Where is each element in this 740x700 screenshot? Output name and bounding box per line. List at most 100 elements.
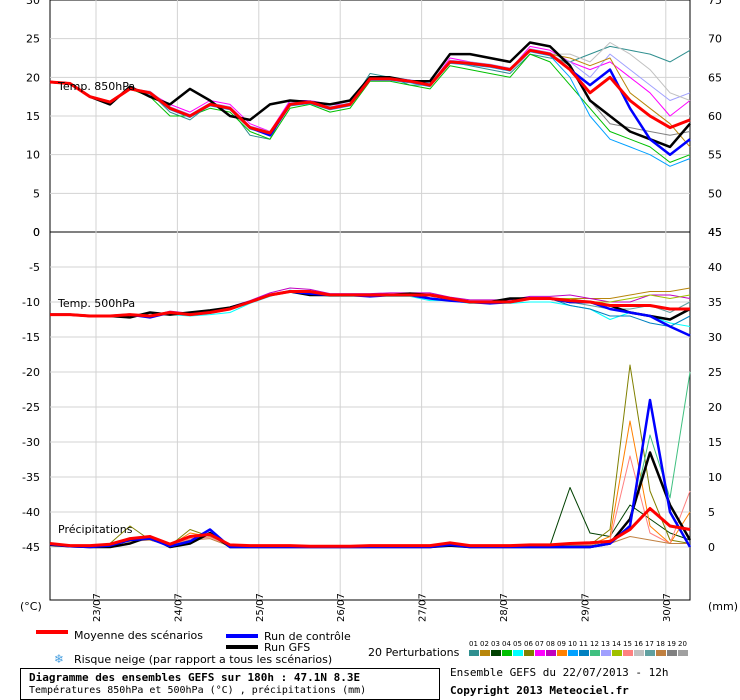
perturbation-number: 03 (491, 640, 500, 648)
legend-gfs-swatch (226, 645, 258, 649)
date-tick-label: 30/07 (662, 593, 673, 622)
mid-left-tick: -15 (22, 331, 40, 344)
perturbation-line (49, 420, 691, 547)
perturbation-number: 04 (502, 640, 511, 648)
perturbation-number: 15 (623, 640, 632, 648)
perturbation-number: 13 (601, 640, 610, 648)
top-right-tick: 55 (708, 149, 722, 162)
footer-title-box: Diagramme des ensembles GEFS sur 180h : … (20, 668, 440, 700)
footer-subtitle: Températures 850hPa et 500hPa (°C) , pré… (29, 685, 367, 696)
mid-right-tick: 40 (708, 261, 722, 274)
ensemble-mean-line (49, 507, 691, 548)
mid-left-tick: -30 (22, 436, 40, 449)
perturbation-swatch (491, 650, 501, 656)
label-temp-500: Temp. 500hPa (57, 297, 135, 310)
date-tick-label: 27/07 (418, 593, 429, 622)
mid-left-tick: -20 (22, 366, 40, 379)
perturbation-line (49, 371, 691, 547)
top-left-tick: 20 (26, 71, 40, 84)
mid-left-tick: -40 (22, 506, 40, 519)
perturbation-swatch (557, 650, 567, 656)
mid-right-tick: 20 (708, 401, 722, 414)
perturbation-number: 19 (667, 640, 676, 648)
top-right-tick: 60 (708, 110, 722, 123)
unit-left-label: (°C) (20, 600, 42, 613)
perturbation-swatch (667, 650, 677, 656)
top-left-tick: 10 (26, 149, 40, 162)
perturbation-swatch (634, 650, 644, 656)
control-run-line (49, 398, 692, 549)
perturbation-number: 05 (513, 640, 522, 648)
perturbation-number: 06 (524, 640, 533, 648)
legend-perturbations-label: 20 Perturbations (368, 646, 460, 659)
perturbation-number: 10 (568, 640, 577, 648)
perturbation-swatch (513, 650, 523, 656)
date-tick-label: 23/07 (92, 593, 103, 622)
perturbation-swatch (579, 650, 589, 656)
perturbation-number: 09 (557, 640, 566, 648)
date-tick-label: 26/07 (336, 593, 347, 622)
perturbation-line (49, 364, 691, 547)
perturbation-line (49, 42, 691, 134)
top-right-tick: 45 (708, 226, 722, 239)
perturbation-swatch (568, 650, 578, 656)
perturbation-line (49, 455, 691, 547)
ensemble-mean-line (49, 48, 691, 135)
series-layer (49, 41, 692, 549)
ensemble-info: Ensemble GEFS du 22/07/2013 - 12h (450, 666, 669, 679)
top-right-tick: 50 (708, 187, 722, 200)
perturbation-swatch (656, 650, 666, 656)
perturbation-number: 11 (579, 640, 588, 648)
perturbation-swatch (590, 650, 600, 656)
legend-snow-label: Risque neige (par rapport a tous les scé… (74, 653, 333, 666)
perturbation-number: 20 (678, 640, 687, 648)
footer-title: Diagramme des ensembles GEFS sur 180h : … (29, 671, 361, 684)
top-right-tick: 70 (708, 33, 722, 46)
perturbation-swatch (480, 650, 490, 656)
mid-right-tick: 10 (708, 471, 722, 484)
perturbation-number: 12 (590, 640, 599, 648)
mid-left-tick: -10 (22, 296, 40, 309)
date-tick-label: 28/07 (499, 593, 510, 622)
gfs-run-line (49, 451, 692, 549)
bottom-panel-frame (49, 231, 691, 601)
mid-left-tick: -45 (22, 541, 40, 554)
perturbation-swatch (678, 650, 688, 656)
perturbation-number: 02 (480, 640, 489, 648)
perturbation-number: 17 (645, 640, 654, 648)
perturbation-number: 08 (546, 640, 555, 648)
legend-gfs-label: Run GFS (264, 641, 311, 654)
perturbation-number: 16 (634, 640, 643, 648)
perturbation-swatch (524, 650, 534, 656)
perturbation-swatch (645, 650, 655, 656)
label-precipitation: Précipitations (58, 523, 133, 536)
ensemble-mean-line (50, 290, 690, 318)
mid-right-tick: 30 (708, 331, 722, 344)
snowflake-icon: ❄ (54, 652, 65, 666)
perturbation-swatch (502, 650, 512, 656)
mid-right-tick: 15 (708, 436, 722, 449)
top-left-tick: 30 (26, 0, 40, 7)
perturbation-swatch (623, 650, 633, 656)
mid-right-tick: 45 (708, 226, 722, 239)
mid-right-tick: 5 (708, 506, 715, 519)
top-left-tick: 25 (26, 33, 40, 46)
copyright: Copyright 2013 Meteociel.fr (450, 684, 629, 697)
perturbation-number: 18 (656, 640, 665, 648)
mid-left-tick: -35 (22, 471, 40, 484)
perturbation-swatch (612, 650, 622, 656)
date-tick-label: 25/07 (255, 593, 266, 622)
mid-right-tick: 0 (708, 541, 715, 554)
perturbation-number: 01 (469, 640, 478, 648)
perturbation-swatch (535, 650, 545, 656)
perturbation-line (49, 51, 691, 167)
mid-left-tick: 0 (33, 226, 40, 239)
perturbation-line (49, 49, 691, 148)
label-temp-850: Temp. 850hPa (57, 80, 135, 93)
mid-right-tick: 35 (708, 296, 722, 309)
mid-right-tick: 25 (708, 366, 722, 379)
date-axis-ticks: 23/07 24/07 25/07 26/07 27/07 28/07 29/07 30/07 (92, 593, 673, 622)
